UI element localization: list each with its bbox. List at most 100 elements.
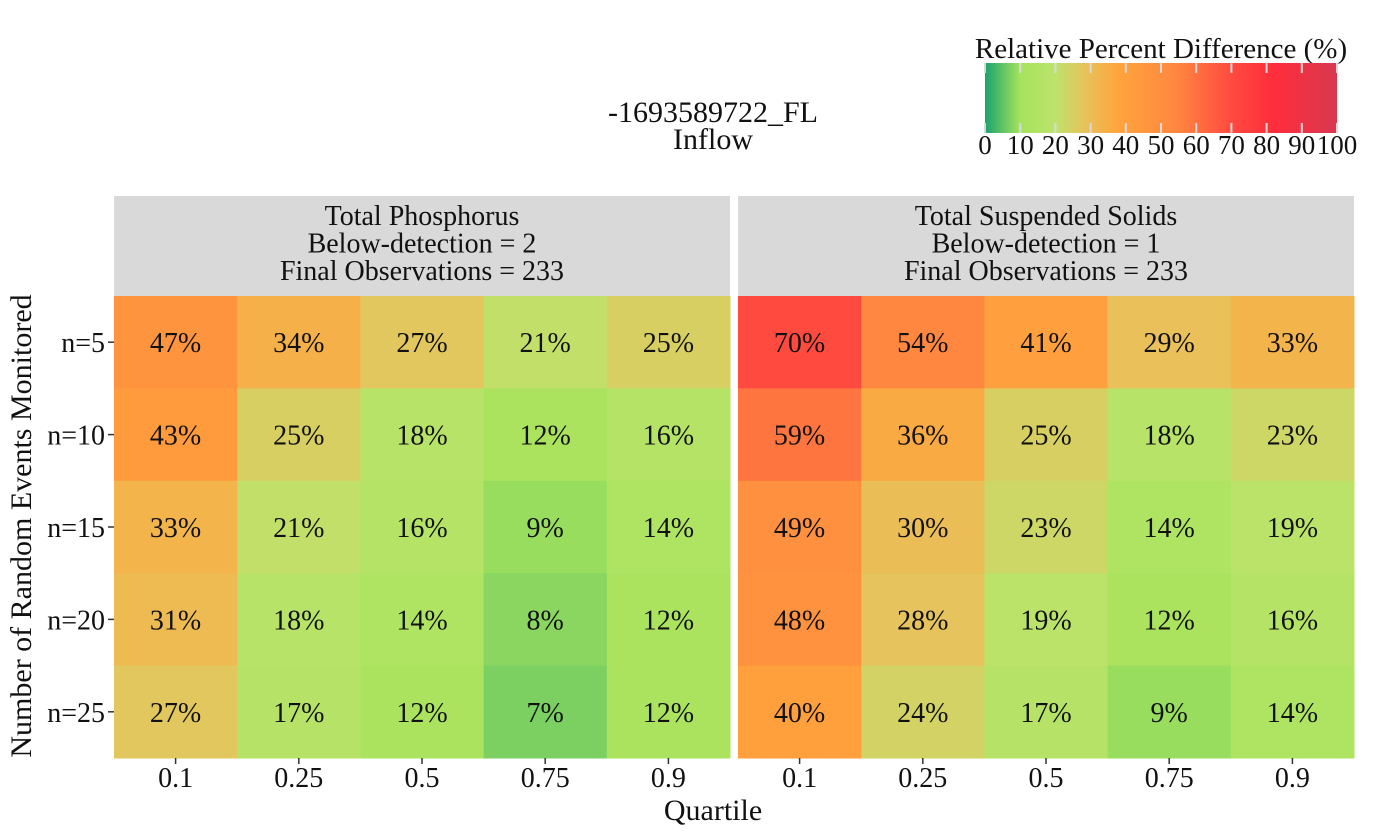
cell-value-label: 48% bbox=[774, 605, 825, 636]
cell-value-label: 12% bbox=[643, 698, 694, 729]
x-tick-label: 0.9 bbox=[651, 763, 686, 794]
heatmap-cell bbox=[237, 665, 361, 759]
heatmap-cell bbox=[606, 665, 731, 759]
heatmap-cell bbox=[1230, 388, 1355, 482]
colorbar-tick-label: 20 bbox=[1042, 130, 1069, 160]
cell-value-label: 16% bbox=[1267, 605, 1318, 636]
cell-value-label: 18% bbox=[273, 605, 324, 636]
cell-value-label: 17% bbox=[273, 698, 324, 729]
heatmap-cell bbox=[861, 480, 985, 574]
heatmap-cell bbox=[1230, 573, 1355, 667]
cell-value-label: 36% bbox=[897, 421, 948, 452]
x-tick-label: 0.1 bbox=[158, 763, 193, 794]
cell-value-label: 21% bbox=[520, 328, 571, 359]
cell-value-label: 9% bbox=[527, 513, 564, 544]
colorbar-tick-label: 100 bbox=[1317, 130, 1358, 160]
heatmap-cell bbox=[984, 573, 1109, 667]
cell-value-label: 18% bbox=[1144, 421, 1195, 452]
cell-value-label: 59% bbox=[774, 421, 825, 452]
colorbar-ticks: 0 10 20 30 40 50 60 70 80 90 100 bbox=[978, 63, 1357, 160]
heatmap-cell bbox=[1107, 296, 1232, 389]
x-tick-label: 0.5 bbox=[1029, 763, 1064, 794]
cell-value-label: 34% bbox=[273, 328, 324, 359]
cell-value-label: 9% bbox=[1151, 698, 1188, 729]
cell-value-label: 28% bbox=[897, 605, 948, 636]
x-tick-labels: 0.1 0.25 0.5 0.75 0.9 0.1 0.25 0.5 0.75 0.9 bbox=[158, 758, 1310, 794]
heatmap-cell bbox=[984, 296, 1109, 389]
cell-value-label: 47% bbox=[150, 328, 201, 359]
heatmap-cell bbox=[237, 388, 361, 482]
heatmap-cell bbox=[738, 480, 862, 574]
cell-value-label: 16% bbox=[643, 421, 694, 452]
heatmap-cell bbox=[360, 296, 485, 389]
cell-value-label: 33% bbox=[150, 513, 201, 544]
cell-value-label: 23% bbox=[1020, 513, 1071, 544]
cell-value-label: 24% bbox=[897, 698, 948, 729]
cell-value-label: 54% bbox=[897, 328, 948, 359]
heatmap-cell bbox=[483, 665, 608, 759]
heatmap-cell bbox=[861, 573, 985, 667]
heatmap-cell bbox=[738, 296, 862, 389]
heatmap-cell bbox=[861, 296, 985, 389]
cell-value-label: 25% bbox=[643, 328, 694, 359]
colorbar-tick-label: 60 bbox=[1183, 130, 1210, 160]
cell-value-label: 12% bbox=[1144, 605, 1195, 636]
x-tick-label: 0.25 bbox=[274, 763, 323, 794]
heatmap-cell bbox=[861, 388, 985, 482]
panel-header-line: Final Observations = 233 bbox=[904, 256, 1188, 287]
heatmap-cell bbox=[360, 480, 485, 574]
cell-value-label: 40% bbox=[774, 698, 825, 729]
heatmap-cell bbox=[114, 665, 238, 759]
cell-value-label: 19% bbox=[1020, 605, 1071, 636]
cell-value-label: 27% bbox=[150, 698, 201, 729]
cell-value-label: 43% bbox=[150, 421, 201, 452]
y-tick-labels: n=5 n=10 n=15 n=20 n=25 bbox=[47, 328, 114, 729]
cell-value-label: 70% bbox=[774, 328, 825, 359]
colorbar-title: Relative Percent Difference (%) bbox=[975, 33, 1347, 65]
y-tick-label: n=15 bbox=[47, 513, 105, 544]
heatmap-cell bbox=[738, 573, 862, 667]
heatmap-cell bbox=[1107, 665, 1232, 759]
heatmap-cell bbox=[483, 480, 608, 574]
panel-header-line: Below-detection = 1 bbox=[932, 229, 1161, 260]
colorbar-tick-label: 50 bbox=[1148, 130, 1175, 160]
heatmap-cell bbox=[237, 573, 361, 667]
cell-value-label: 21% bbox=[273, 513, 324, 544]
panel-header-line: Total Phosphorus bbox=[325, 201, 520, 232]
cell-value-label: 33% bbox=[1267, 328, 1318, 359]
heatmap-cell bbox=[861, 665, 985, 759]
cell-value-label: 23% bbox=[1267, 421, 1318, 452]
cell-value-label: 25% bbox=[273, 421, 324, 452]
panel-header-line: Below-detection = 2 bbox=[308, 229, 537, 260]
heatmap-cell bbox=[1230, 480, 1355, 574]
x-tick-label: 0.25 bbox=[898, 763, 947, 794]
heatmap-cell bbox=[606, 480, 731, 574]
cell-value-label: 27% bbox=[396, 328, 447, 359]
heatmap-cell bbox=[114, 573, 238, 667]
heatmap-cell bbox=[114, 296, 238, 389]
cell-value-label: 14% bbox=[396, 605, 447, 636]
heatmap-cell bbox=[738, 665, 862, 759]
y-axis-label: Number of Random Events Monitored bbox=[5, 294, 38, 757]
cell-value-label: 8% bbox=[527, 605, 564, 636]
heatmap-cell bbox=[1107, 388, 1232, 482]
heatmap-cell bbox=[360, 665, 485, 759]
cell-value-label: 12% bbox=[396, 698, 447, 729]
heatmap-cell bbox=[1230, 665, 1355, 759]
cell-value-label: 14% bbox=[1144, 513, 1195, 544]
cell-value-label: 16% bbox=[396, 513, 447, 544]
y-tick-label: n=5 bbox=[61, 328, 105, 359]
x-tick-label: 0.9 bbox=[1275, 763, 1310, 794]
x-tick-label: 0.5 bbox=[405, 763, 440, 794]
cell-value-label: 49% bbox=[774, 513, 825, 544]
colorbar-tick-label: 80 bbox=[1253, 130, 1280, 160]
colorbar-tick-label: 90 bbox=[1288, 130, 1315, 160]
colorbar-tick-label: 40 bbox=[1112, 130, 1139, 160]
colorbar-tick-label: 30 bbox=[1077, 130, 1104, 160]
cell-value-label: 30% bbox=[897, 513, 948, 544]
x-tick-label: 0.75 bbox=[1145, 763, 1194, 794]
